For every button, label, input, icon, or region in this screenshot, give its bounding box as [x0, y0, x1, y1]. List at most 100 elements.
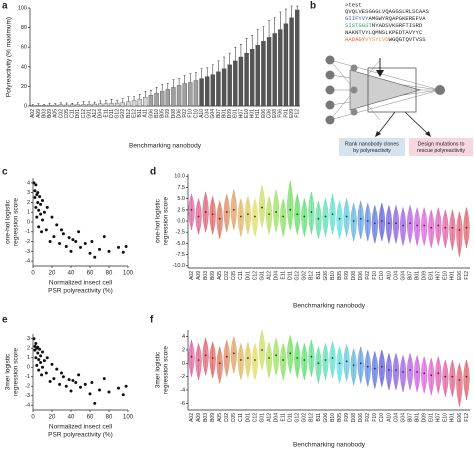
bar — [58, 104, 64, 107]
median-dot — [310, 211, 313, 213]
x-tick-label: E06 — [457, 413, 463, 422]
bar — [227, 64, 232, 107]
x-axis-label: Benchmarking nanobody — [129, 143, 202, 150]
x-tick-label: F09 — [165, 109, 171, 118]
x-tick-label: H07 — [436, 271, 442, 280]
scatter-point — [36, 191, 40, 195]
x-tick-label: B09 — [47, 109, 53, 118]
x-tick-label: E11 — [281, 413, 287, 422]
y-tick-label: -2 — [25, 384, 30, 390]
x-tick-label: D04 — [273, 413, 279, 422]
scatter-point — [77, 373, 81, 377]
x-tick-label: D11 — [109, 109, 115, 118]
action-box-text: by polyreactivity — [353, 148, 391, 154]
y-tick-label: -2 — [180, 374, 185, 380]
scatter-point — [58, 242, 62, 246]
panel-letter: b — [310, 1, 316, 12]
median-dot — [409, 222, 411, 225]
median-dot — [345, 360, 348, 363]
x-tick-label: B03 — [41, 109, 47, 118]
x-tick-label: G01 — [86, 109, 92, 119]
bar — [261, 41, 266, 107]
x-tick-label: A10 — [386, 271, 392, 280]
y-tick-label: -4 — [25, 259, 30, 265]
bar — [221, 68, 227, 107]
x-tick-label: B10 — [330, 413, 336, 422]
x-tick-label: A09 — [196, 271, 202, 280]
median-dot — [430, 226, 433, 229]
bar — [216, 71, 221, 107]
x-tick-label: F12 — [464, 271, 470, 280]
scatter-point — [124, 384, 128, 388]
median-dot — [268, 213, 270, 216]
x-tick-label: C10 — [379, 271, 385, 280]
scatter-point — [79, 385, 82, 389]
sequence-segment: NYADSVKGRFTISRD — [372, 22, 423, 29]
median-dot — [324, 359, 327, 361]
y-tick-label: 0 — [27, 365, 30, 371]
scatter-point — [38, 347, 42, 351]
x-tick-label: B01 — [221, 109, 227, 118]
x-tick-label: F02 — [365, 271, 371, 280]
x-tick-label: D06 — [358, 413, 364, 422]
x-tick-label: G02 — [302, 413, 308, 423]
median-dot — [282, 359, 285, 361]
y-tick-label: 60 — [21, 45, 27, 51]
median-dot — [338, 217, 341, 220]
median-dot — [268, 357, 270, 359]
scatter-point — [41, 350, 44, 354]
median-dot — [465, 226, 468, 229]
scatter-point — [74, 380, 78, 384]
y-tick-label: -4 — [180, 387, 185, 393]
median-dot — [380, 365, 383, 368]
scatter-point — [61, 232, 65, 236]
x-tick-label: B07 — [407, 271, 413, 280]
scatter-point — [102, 235, 106, 239]
x-tick-label: B09 — [210, 413, 216, 422]
x-tick-label: A02 — [30, 109, 36, 118]
x-tick-label: B12 — [309, 413, 315, 422]
x-tick-label: B10 — [154, 109, 160, 118]
x-tick-label: A11 — [143, 109, 149, 118]
y-tick-label: 40 — [21, 64, 27, 70]
y-tick-label: 80 — [21, 25, 27, 31]
x-tick-label: E08 — [272, 109, 278, 118]
panel-letter: c — [2, 167, 8, 178]
x-tick-label: A02 — [189, 271, 195, 280]
x-tick-label: E12 — [131, 109, 137, 118]
action-box-text: Rank nanobody clones — [345, 141, 399, 147]
panel-letter: e — [2, 315, 8, 326]
x-tick-label: C02 — [224, 413, 230, 422]
median-dot — [261, 349, 263, 351]
scatter-point — [34, 342, 38, 345]
sequence-segment: AMGWYRQAPGKEREFVA — [369, 15, 427, 22]
x-tick-label: B07 — [407, 413, 413, 422]
scatter-point — [50, 215, 54, 219]
y-axis-label: 3mer logistic — [155, 351, 162, 388]
scatter-point — [34, 183, 38, 187]
x-tick-label: G02 — [120, 109, 126, 119]
median-dot — [451, 226, 454, 229]
median-dot — [465, 375, 468, 378]
y-axis-label: regression score — [163, 197, 170, 245]
x-tick-label: G04 — [400, 271, 406, 281]
median-dot — [388, 222, 390, 225]
x-tick-label: B12 — [126, 109, 132, 118]
x-tick-label: A12 — [266, 413, 272, 422]
x-tick-label: B05 — [337, 413, 343, 422]
scatter-point — [41, 218, 44, 222]
x-tick-label: G06 — [148, 109, 154, 119]
x-tick-label: B05 — [337, 271, 343, 280]
median-dot — [225, 355, 228, 358]
bar — [272, 33, 277, 107]
median-dot — [190, 208, 193, 211]
bar — [165, 89, 170, 107]
y-tick-label: -3 — [25, 393, 30, 399]
x-tick-label: D04 — [98, 109, 104, 118]
x-tick-label: 40 — [68, 271, 75, 277]
scatter-point — [32, 337, 36, 341]
bar — [233, 60, 238, 107]
y-tick-label: 4 — [27, 180, 30, 186]
median-dot — [373, 367, 376, 370]
median-dot — [204, 211, 207, 213]
